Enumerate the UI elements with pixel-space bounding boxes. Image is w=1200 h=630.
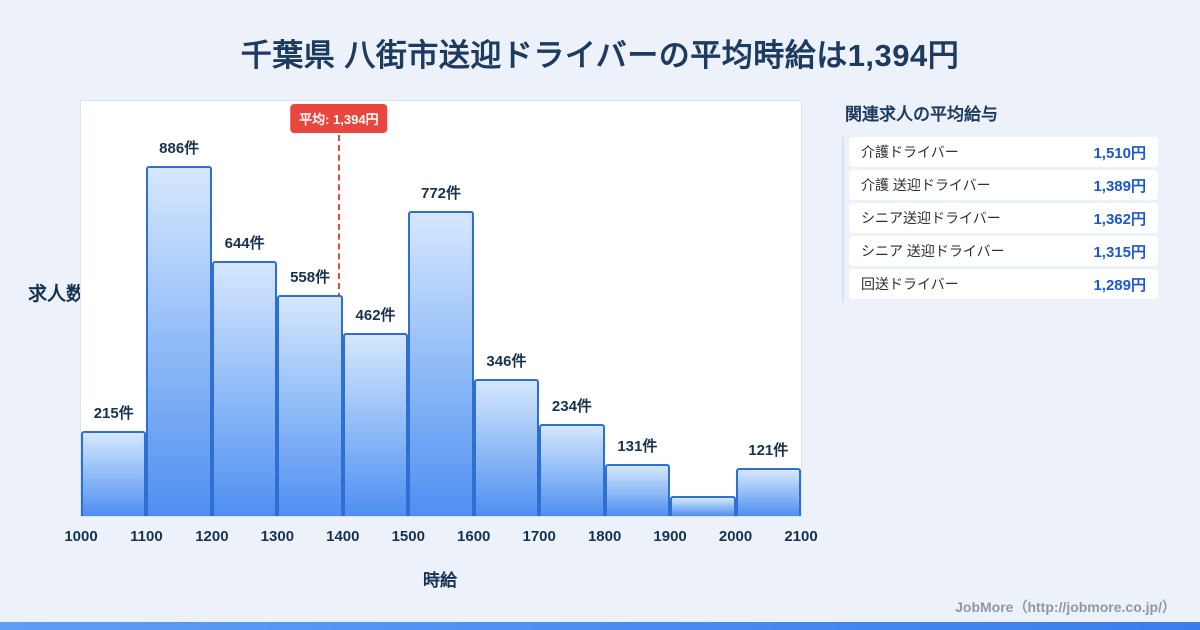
related-job-value: 1,289円 — [1093, 276, 1146, 294]
related-job-row: 介護ドライバー 1,510円 — [849, 137, 1158, 167]
page-title: 千葉県 八街市送迎ドライバーの平均時給は1,394円 — [240, 38, 960, 73]
x-tick-label: 1300 — [260, 528, 295, 545]
histogram-bar — [604, 464, 671, 516]
related-job-name: 介護 送迎ドライバー — [861, 177, 991, 193]
bar-value-label: 215件 — [93, 405, 134, 422]
x-tick-label: 1700 — [522, 528, 556, 545]
bar-value-label: 886件 — [159, 140, 200, 157]
average-badge: 平均: 1,394円 — [290, 104, 388, 133]
x-tick-label: 1600 — [457, 528, 491, 545]
bottom-accent-bar — [0, 622, 1200, 630]
y-axis-label: 求人数 — [28, 284, 86, 305]
related-job-value: 1,362円 — [1093, 210, 1146, 228]
x-tick-label: 1900 — [653, 528, 687, 545]
histogram-bar — [473, 379, 540, 516]
bar-value-label: 121件 — [748, 442, 789, 459]
x-tick-label: 1100 — [130, 528, 163, 545]
x-tick-label: 2000 — [718, 528, 753, 545]
x-axis-label: 時給 — [423, 571, 457, 590]
bar-value-label: 131件 — [617, 438, 658, 455]
side-panel-title: 関連求人の平均給与 — [845, 105, 998, 124]
related-job-row: 回送ドライバー 1,289円 — [849, 269, 1158, 299]
related-job-row: シニア送迎ドライバー 1,362円 — [849, 203, 1158, 233]
histogram-bar — [211, 261, 278, 516]
bar-value-label: 772件 — [420, 185, 462, 202]
bar-value-label: 346件 — [486, 353, 527, 370]
related-job-name: シニア 送迎ドライバー — [861, 243, 1005, 259]
x-tick-label: 1200 — [195, 528, 229, 545]
x-tick-label: 1500 — [391, 528, 425, 545]
histogram-bar — [146, 166, 212, 516]
related-job-name: 介護ドライバー — [861, 144, 959, 160]
related-job-name: 回送ドライバー — [861, 276, 959, 292]
plot-area: 平均: 1,394円 215件 886件 644件 558件 462件 772件 346件 2… — [64, 100, 818, 545]
bar-value-label: 234件 — [551, 398, 592, 415]
bar-value-label: 558件 — [290, 269, 331, 286]
related-job-value: 1,510円 — [1093, 144, 1146, 162]
x-tick-label: 1000 — [64, 528, 98, 545]
related-jobs-list: 介護ドライバー 1,510円介護 送迎ドライバー 1,389円シニア送迎ドライバー 1… — [842, 137, 1158, 302]
related-job-value: 1,389円 — [1093, 177, 1146, 195]
histogram-bar — [408, 211, 474, 516]
related-job-value: 1,315円 — [1093, 243, 1146, 261]
related-job-name: シニア送迎ドライバー — [861, 210, 1001, 226]
related-job-row: 介護 送迎ドライバー 1,389円 — [849, 170, 1158, 200]
x-tick-label: 1800 — [587, 528, 622, 545]
histogram-bar — [81, 431, 147, 516]
x-tick-label: 1400 — [326, 528, 360, 545]
x-tick-label: 2100 — [784, 528, 818, 545]
bar-value-label: 462件 — [355, 307, 396, 324]
histogram-bar — [539, 424, 605, 516]
histogram-bar — [277, 295, 343, 516]
footer-credit: JobMore（http://jobmore.co.jp/） — [955, 599, 1176, 615]
histogram-bar — [342, 333, 409, 516]
related-job-row: シニア 送迎ドライバー 1,315円 — [849, 236, 1158, 266]
bar-value-label: 644件 — [224, 235, 265, 252]
histogram-bar — [670, 496, 736, 516]
histogram-bar — [735, 468, 801, 516]
